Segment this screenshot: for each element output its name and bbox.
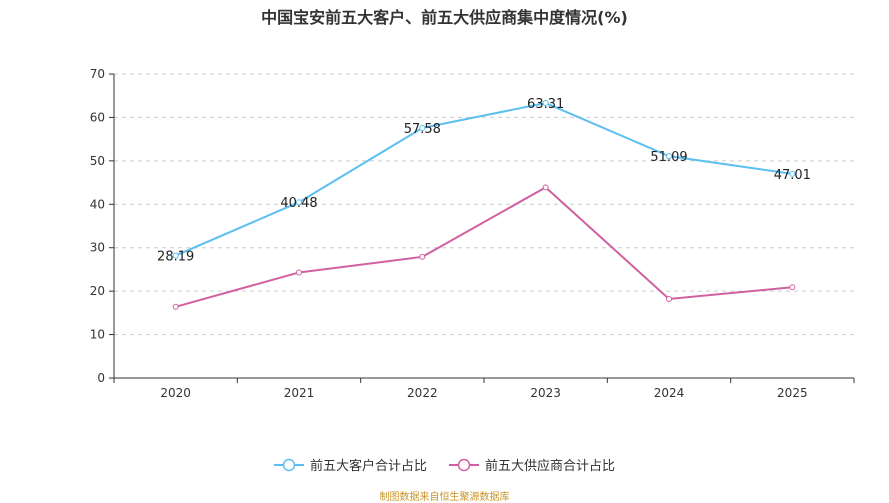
legend-line-marker-icon: [449, 458, 479, 471]
data-point: [666, 295, 672, 302]
data-point: [419, 124, 426, 131]
x-tick-label: 2021: [284, 386, 315, 400]
data-point: [172, 252, 179, 259]
data-label: 57.58: [404, 122, 441, 137]
legend-item-customers[interactable]: 前五大客户合计占比: [273, 455, 427, 474]
data-point: [172, 303, 179, 310]
data-point: [789, 284, 796, 291]
legend-label: 前五大供应商合计占比: [485, 459, 616, 474]
y-tick-label: 30: [90, 241, 105, 255]
legend-item-suppliers[interactable]: 前五大供应商合计占比: [449, 455, 615, 474]
data-label: 28.19: [157, 250, 194, 265]
legend-label: 前五大客户合计占比: [309, 459, 427, 474]
x-tick-label: 2020: [160, 386, 191, 400]
y-tick-label: 10: [90, 328, 105, 342]
data-point: [542, 184, 549, 191]
data-point: [789, 170, 796, 177]
y-tick-label: 50: [90, 154, 105, 168]
source-note: 制图数据来自恒生聚源数据库: [379, 492, 510, 503]
y-tick-label: 0: [97, 371, 105, 385]
data-label: 51.09: [650, 150, 687, 165]
data-label: 47.01: [774, 168, 811, 183]
y-tick-label: 70: [90, 67, 105, 81]
chart-title: 中国宝安前五大客户、前五大供应商集中度情况(%): [261, 8, 628, 27]
data-point: [419, 253, 426, 260]
data-point: [296, 269, 302, 276]
series-line: [175, 186, 793, 308]
legend-line-marker-icon: [273, 458, 304, 471]
chart-legend: 前五大客户合计占比 前五大供应商合计占比: [0, 455, 889, 474]
y-tick-label: 20: [90, 284, 105, 298]
x-tick-label: 2025: [777, 386, 808, 400]
data-point: [296, 199, 302, 206]
x-tick-label: 2024: [654, 386, 685, 400]
data-point: [542, 100, 549, 107]
x-tick-label: 2023: [530, 386, 561, 400]
y-tick-label: 40: [90, 197, 105, 211]
x-tick-label: 2022: [407, 386, 438, 400]
data-label: 40.48: [280, 196, 317, 211]
data-point: [666, 153, 672, 160]
y-tick-label: 60: [90, 110, 105, 124]
data-label: 63.31: [527, 97, 564, 112]
series-line: [175, 102, 793, 257]
